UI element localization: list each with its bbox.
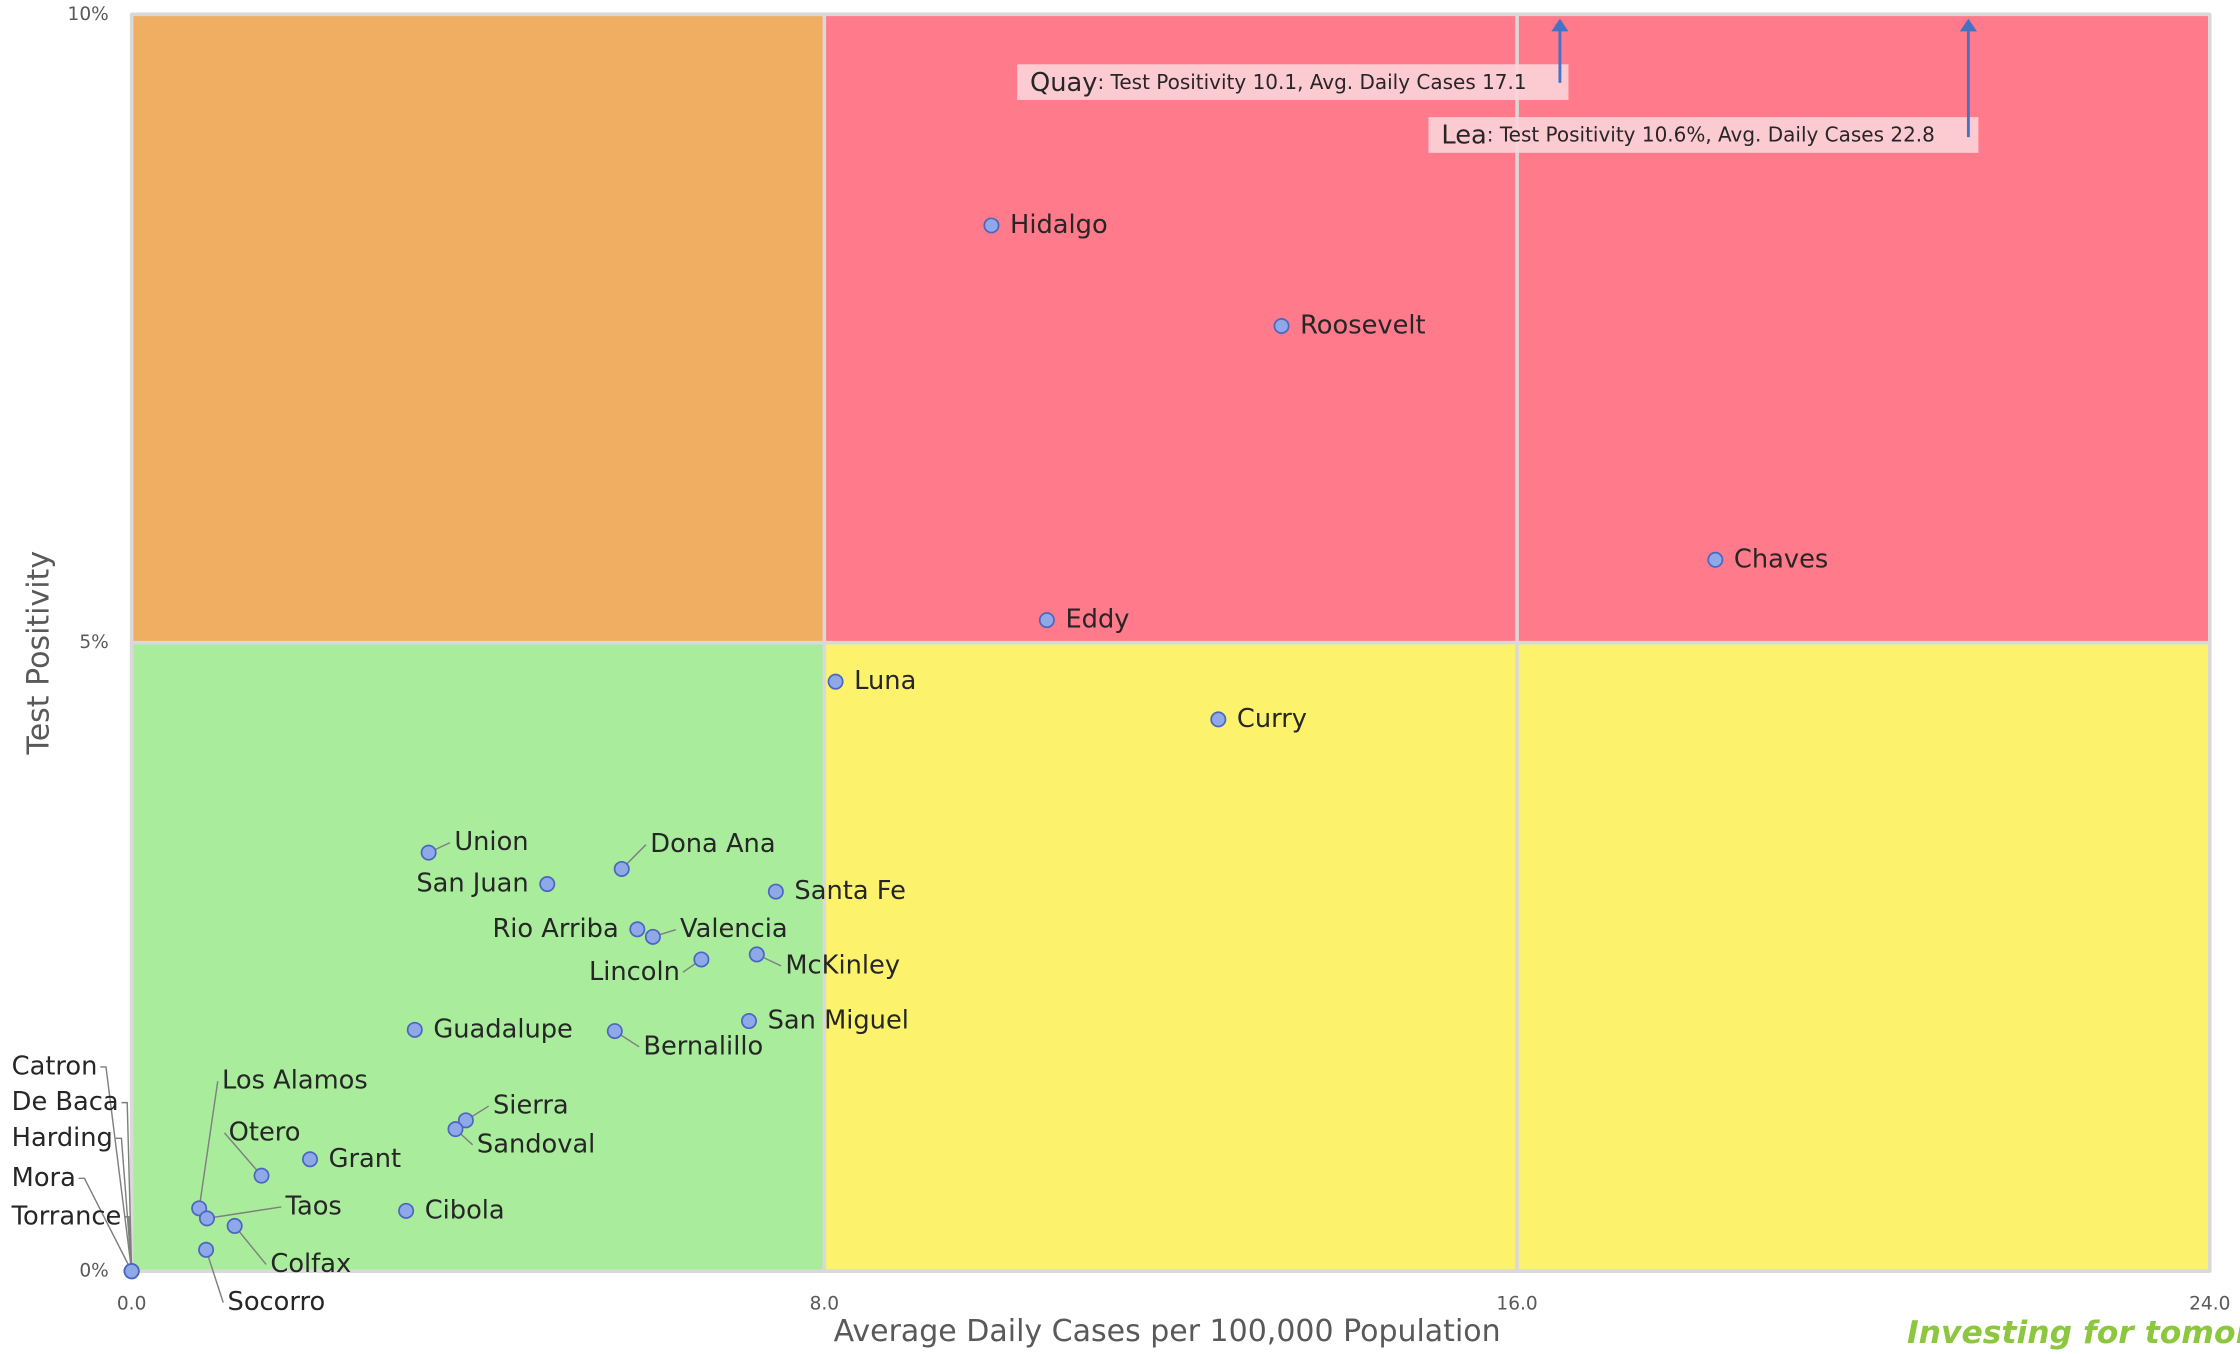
- point-label: Bernalillo: [643, 1031, 763, 1061]
- point: [767, 883, 784, 900]
- point: [606, 1023, 623, 1040]
- leader-line: [205, 1249, 224, 1303]
- footer: Investing for tomorrow: [1907, 1315, 2240, 1351]
- point-label: Mora: [12, 1163, 76, 1193]
- point-label: Taos: [285, 1191, 342, 1221]
- annotation-box: [1017, 64, 1569, 100]
- leader-line: [234, 1225, 267, 1265]
- point-label: Dona Ana: [650, 829, 775, 859]
- point: [1273, 317, 1290, 334]
- point-label: Sierra: [493, 1091, 569, 1121]
- x-axis-title: Average Daily Cases per 100,000 Populati…: [834, 1314, 1501, 1349]
- point: [1707, 551, 1724, 568]
- y-tick-label: 10%: [68, 4, 109, 25]
- point: [253, 1167, 270, 1184]
- point: [198, 1241, 215, 1258]
- point: [983, 217, 1000, 234]
- annotation-label: Quay: [1030, 67, 1097, 97]
- point-label: Guadalupe: [433, 1014, 573, 1044]
- x-tick-label: 8.0: [810, 1294, 840, 1315]
- point-label: Sandoval: [477, 1129, 595, 1159]
- point: [398, 1202, 415, 1219]
- leader-line: [121, 1101, 133, 1272]
- point-label: Catron: [12, 1051, 98, 1081]
- point: [447, 1121, 464, 1138]
- leader-line: [223, 1132, 263, 1177]
- y-tick-label: 0%: [79, 1261, 108, 1282]
- point-label: Grant: [329, 1144, 402, 1174]
- annotation-box: [1428, 117, 1979, 153]
- leader-line: [198, 1081, 219, 1209]
- point-label: Valencia: [680, 914, 788, 944]
- annotation-label: Lea: [1441, 120, 1486, 150]
- point: [693, 951, 710, 968]
- y-tick-label: 5%: [79, 632, 108, 653]
- point: [123, 1263, 140, 1280]
- leader-line: [206, 1206, 282, 1220]
- point: [748, 946, 765, 963]
- point: [741, 1013, 758, 1030]
- annotation-arrow-head: [1551, 18, 1569, 32]
- point-label: Cibola: [425, 1195, 505, 1225]
- annotation-text: : Test Positivity 10.6%, Avg. Daily Case…: [1487, 122, 1935, 146]
- annotation-arrow-head: [1959, 18, 1977, 32]
- x-tick-label: 0.0: [117, 1294, 147, 1315]
- leader-line: [124, 1216, 133, 1272]
- point: [420, 844, 437, 861]
- zone: [131, 642, 825, 1272]
- point-label: Socorro: [228, 1287, 326, 1317]
- point-label: Lincoln: [589, 957, 680, 987]
- point: [613, 860, 630, 877]
- zone: [131, 14, 825, 643]
- x-tick-label: 16.0: [1496, 1294, 1537, 1315]
- point-label: Colfax: [270, 1249, 351, 1279]
- point-label: Rio Arriba: [492, 914, 618, 944]
- point-label: Harding: [12, 1123, 113, 1153]
- point-label: Santa Fe: [794, 876, 905, 906]
- point: [1038, 612, 1055, 629]
- point: [644, 928, 661, 945]
- leader-line: [78, 1177, 133, 1272]
- point-label: Eddy: [1065, 605, 1129, 635]
- annotation: Lea: Test Positivity 10.6%, Avg. Daily C…: [1441, 120, 1935, 150]
- point: [198, 1210, 215, 1227]
- point-label: Curry: [1237, 704, 1307, 734]
- point-label: Los Alamos: [222, 1066, 368, 1096]
- point-label: Chaves: [1734, 544, 1828, 574]
- point-label: Otero: [229, 1117, 301, 1147]
- point-label: McKinley: [785, 950, 900, 980]
- point-label: Union: [454, 827, 528, 857]
- x-tick-label: 24.0: [2189, 1294, 2230, 1315]
- annotation: Quay: Test Positivity 10.1, Avg. Daily C…: [1030, 67, 1527, 97]
- point-label: Hidalgo: [1010, 210, 1108, 240]
- point: [1210, 711, 1227, 728]
- leader-line: [100, 1066, 133, 1272]
- point: [539, 876, 556, 893]
- point: [226, 1217, 243, 1234]
- point-label: Torrance: [11, 1201, 122, 1231]
- annotation-text: : Test Positivity 10.1, Avg. Daily Cases…: [1097, 69, 1526, 93]
- point-label: San Miguel: [768, 1006, 909, 1036]
- point-label: De Baca: [12, 1087, 119, 1117]
- leader-line: [115, 1137, 133, 1272]
- point-label: Luna: [854, 666, 916, 696]
- point: [457, 1112, 474, 1129]
- point: [827, 673, 844, 690]
- point-label: San Juan: [416, 869, 528, 899]
- point: [406, 1021, 423, 1038]
- point: [302, 1151, 319, 1168]
- y-axis-title: Test Positivity: [22, 551, 57, 756]
- point-label: Roosevelt: [1300, 310, 1426, 340]
- point: [629, 921, 646, 938]
